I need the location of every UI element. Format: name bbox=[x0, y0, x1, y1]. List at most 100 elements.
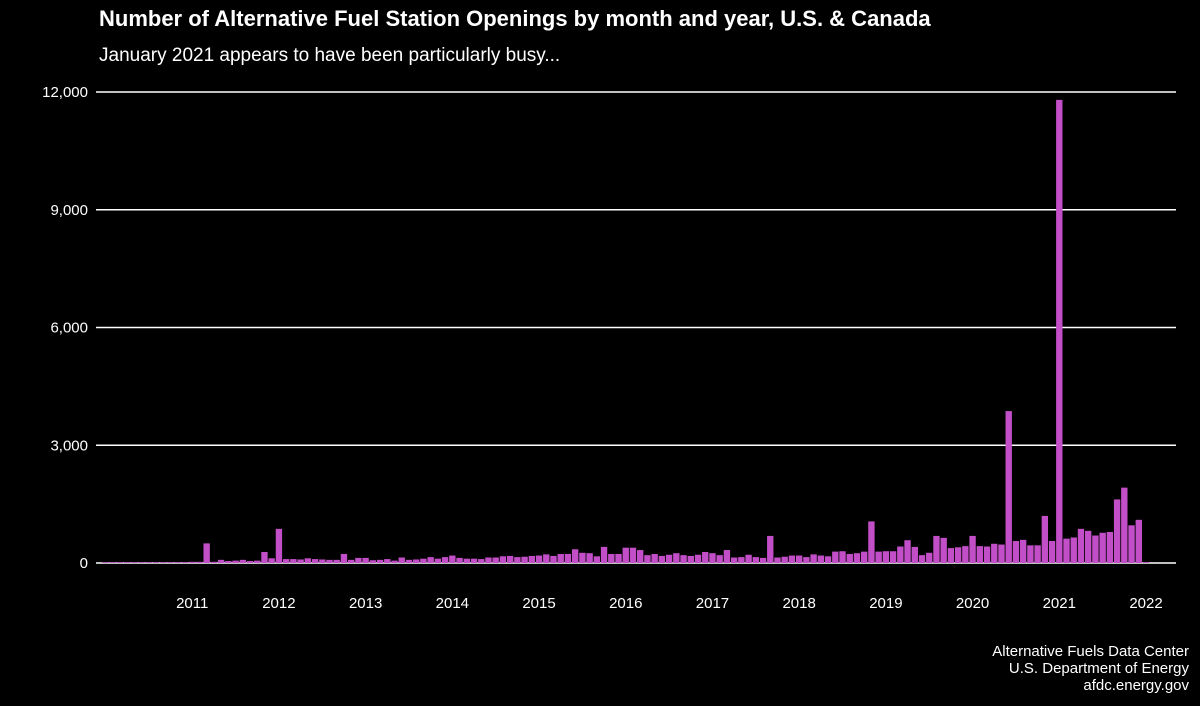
bar bbox=[225, 561, 232, 563]
bar bbox=[167, 562, 174, 564]
y-tick-label: 0 bbox=[80, 555, 88, 572]
bar bbox=[730, 557, 738, 563]
y-tick-label: 9,000 bbox=[50, 202, 88, 219]
bar bbox=[355, 557, 362, 563]
caption-line-website: afdc.energy.gov bbox=[1083, 677, 1189, 694]
bar bbox=[181, 562, 189, 564]
x-tick-label: 2020 bbox=[956, 595, 989, 612]
bar bbox=[463, 558, 470, 563]
x-tick-label: 2018 bbox=[782, 595, 815, 612]
bar bbox=[810, 554, 817, 563]
bar bbox=[239, 559, 246, 563]
bar bbox=[644, 555, 651, 563]
bar bbox=[499, 556, 507, 563]
bar bbox=[333, 559, 340, 563]
bar bbox=[738, 557, 745, 563]
bar bbox=[485, 557, 492, 563]
bar bbox=[861, 551, 868, 563]
x-tick-label: 2014 bbox=[436, 595, 469, 612]
bar bbox=[658, 555, 666, 563]
bar bbox=[1142, 562, 1150, 564]
bar bbox=[405, 559, 413, 563]
bar bbox=[1128, 525, 1135, 563]
bar bbox=[282, 559, 290, 563]
bar bbox=[254, 560, 261, 563]
bar bbox=[1048, 541, 1056, 563]
bar bbox=[297, 559, 304, 563]
x-tick-label: 2022 bbox=[1129, 595, 1162, 612]
bar bbox=[853, 553, 861, 563]
bar bbox=[1099, 532, 1106, 563]
bar bbox=[189, 561, 196, 563]
bar bbox=[1077, 528, 1085, 563]
source-caption: Alternative Fuels Data Center U.S. Depar… bbox=[992, 643, 1189, 694]
bar bbox=[788, 555, 796, 563]
bar bbox=[615, 553, 622, 563]
bar bbox=[376, 559, 384, 563]
bar bbox=[326, 559, 333, 563]
bar bbox=[441, 557, 449, 563]
bar bbox=[918, 555, 926, 563]
chart-subtitle: January 2021 appears to have been partic… bbox=[99, 45, 561, 66]
bar bbox=[196, 561, 203, 563]
bar bbox=[413, 559, 420, 563]
bar bbox=[398, 557, 405, 563]
bar bbox=[311, 559, 319, 563]
bar bbox=[210, 561, 218, 563]
bar bbox=[889, 551, 897, 563]
bar bbox=[962, 546, 969, 563]
bar bbox=[629, 547, 637, 563]
bar bbox=[745, 554, 752, 563]
bar bbox=[637, 550, 644, 563]
bar bbox=[680, 555, 687, 563]
bar bbox=[449, 555, 456, 563]
bar bbox=[109, 562, 116, 564]
bar bbox=[824, 556, 832, 563]
bar bbox=[1034, 545, 1041, 563]
bar bbox=[1085, 530, 1092, 563]
bar bbox=[304, 558, 311, 563]
bar bbox=[275, 528, 283, 563]
bar bbox=[1056, 99, 1063, 563]
bar bbox=[882, 551, 890, 563]
bar bbox=[246, 561, 254, 563]
bar bbox=[506, 555, 514, 563]
bar bbox=[969, 535, 976, 563]
bar bbox=[897, 546, 904, 563]
bar bbox=[846, 553, 853, 563]
bar bbox=[369, 560, 377, 563]
bar bbox=[803, 557, 810, 563]
bar bbox=[1135, 519, 1142, 563]
bar bbox=[203, 543, 210, 564]
bar bbox=[514, 557, 521, 563]
x-axis-tick-labels: 2011 2012 2013 2014 2015 2016 2017 2018 2019 2020… bbox=[176, 595, 1163, 612]
bar bbox=[557, 553, 564, 563]
bars bbox=[102, 99, 1150, 564]
x-tick-label: 2021 bbox=[1043, 595, 1076, 612]
bar bbox=[716, 555, 723, 563]
y-tick-label: 6,000 bbox=[50, 320, 88, 337]
bar bbox=[673, 553, 680, 563]
bar bbox=[868, 521, 875, 563]
bar bbox=[687, 555, 694, 563]
bar bbox=[954, 547, 962, 563]
bar bbox=[152, 562, 160, 564]
bar bbox=[1092, 535, 1099, 563]
bar bbox=[268, 558, 275, 563]
bar bbox=[933, 535, 940, 563]
bar bbox=[651, 553, 658, 563]
bar bbox=[217, 559, 225, 563]
bar bbox=[1041, 515, 1049, 563]
bar bbox=[622, 547, 629, 563]
bar bbox=[998, 544, 1005, 563]
x-tick-label: 2012 bbox=[262, 595, 295, 612]
bar bbox=[420, 558, 427, 563]
bar bbox=[478, 559, 485, 563]
bar bbox=[521, 556, 528, 563]
bar bbox=[319, 559, 326, 563]
bar bbox=[579, 552, 586, 563]
bar bbox=[608, 553, 615, 563]
bar bbox=[1027, 545, 1034, 563]
bar bbox=[1106, 531, 1114, 563]
bar bbox=[586, 553, 593, 563]
